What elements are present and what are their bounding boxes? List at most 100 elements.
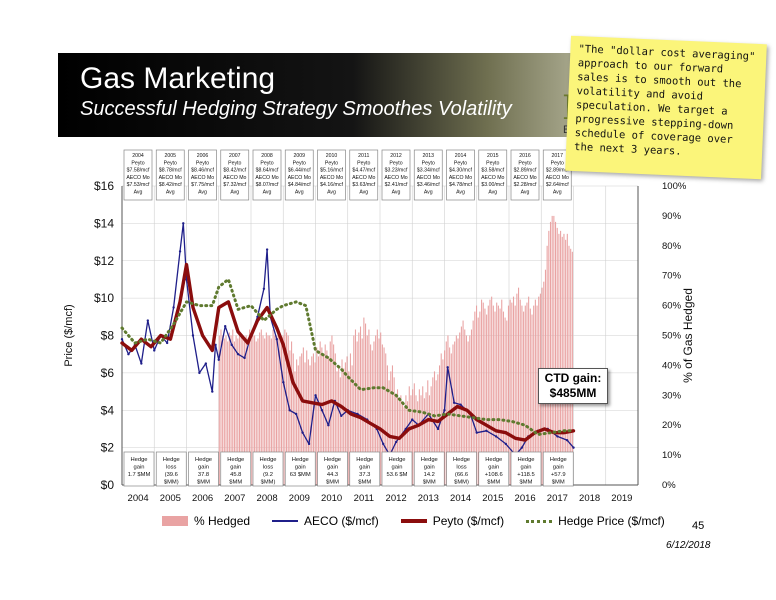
aeco-point [475, 431, 478, 434]
hedged-bar [254, 335, 256, 485]
aeco-point [485, 429, 488, 433]
aeco-point [265, 248, 269, 251]
hedged-bar [363, 317, 365, 485]
hedged-bar [366, 335, 368, 485]
header-box-text: 2013 [422, 153, 434, 159]
aeco-point [382, 442, 385, 446]
header-box-text: Peyto [486, 160, 499, 166]
header-box-text: Avg [521, 190, 530, 196]
footer-box-text: $MM [326, 480, 339, 486]
x-tick-label: 2006 [192, 493, 213, 504]
legend-item-aeco: AECO ($/mcf) [272, 514, 379, 528]
hedged-bar [528, 296, 530, 485]
hedged-bar [277, 332, 279, 485]
header-box-text: Peyto [422, 160, 435, 166]
header-box-text: 2007 [229, 153, 241, 159]
legend-label-hedge-price: Hedge Price ($/mcf) [558, 514, 665, 528]
aeco-point [294, 412, 298, 416]
hedged-bar [521, 305, 523, 485]
header-box-text: AECO Mo [223, 175, 246, 181]
hedged-bar [450, 353, 452, 485]
hedged-bar [455, 335, 457, 485]
x-tick-label: 2016 [515, 493, 536, 504]
hedged-bar [250, 332, 252, 485]
hedged-bar [407, 401, 409, 485]
footer-box-text: Hedge [227, 457, 244, 463]
hedged-bar [380, 332, 382, 485]
hedged-bar [296, 359, 298, 485]
footer-box-text: 14.2 [424, 472, 435, 478]
hedged-bar [255, 341, 257, 485]
hedged-bar [242, 335, 244, 485]
aeco-point [182, 222, 185, 225]
y-tick-label: $0 [101, 478, 115, 492]
header-box [123, 149, 153, 201]
hedged-bar [386, 365, 388, 485]
header-box-text: AECO Mo [384, 175, 407, 181]
hedged-bar [514, 305, 516, 485]
aeco-point [282, 381, 285, 384]
footer-box-text: 37.8 [198, 472, 209, 478]
hedged-bar [497, 305, 499, 485]
hedged-bar [388, 380, 390, 485]
x-tick-label: 2004 [128, 493, 149, 504]
header-box-text: Avg [134, 190, 143, 196]
footer-box-text: $MM) [261, 480, 276, 486]
header-box-text: Avg [392, 190, 401, 196]
y2-tick-label: 20% [662, 420, 682, 431]
footer-box [542, 451, 574, 487]
hedged-bar [348, 371, 350, 485]
header-box-text: $2.28/mcf [514, 182, 537, 188]
hedged-bar [270, 338, 272, 485]
aeco-point [443, 409, 446, 412]
footer-box-text: loss [166, 465, 176, 471]
header-box-text: Peyto [357, 160, 370, 166]
header-box-text: Peyto [260, 160, 273, 166]
header-box-text: Avg [553, 190, 562, 196]
hedged-bar [383, 347, 385, 485]
aeco-point [572, 446, 575, 449]
footer-box [349, 451, 381, 487]
hedged-bar [415, 395, 417, 485]
header-box-text: $7.32/mcf [223, 182, 246, 188]
footer-box-text: $MM [487, 480, 500, 486]
hedged-bar [264, 338, 266, 485]
footer-box-text: gain [295, 465, 306, 471]
aeco-point [153, 349, 156, 352]
header-box-text: AECO Mo [191, 175, 214, 181]
hedged-bar [309, 365, 311, 485]
y-axis-title: Price ($/mcf) [63, 304, 75, 366]
hedged-bar [230, 335, 232, 485]
header-box-text: Avg [359, 190, 368, 196]
hedged-bar [304, 362, 306, 485]
header-box-text: $8.42/mcf [159, 182, 182, 188]
footer-box-text: Hedge [163, 457, 180, 463]
hedged-bar [412, 389, 414, 485]
header-box-text: Avg [488, 190, 497, 196]
hedged-bar [341, 359, 343, 485]
hedged-bar [375, 335, 377, 485]
hedged-bar [551, 215, 553, 485]
hedged-bar [328, 356, 330, 485]
aeco-point [146, 319, 149, 322]
header-box-text: AECO Mo [352, 175, 375, 181]
header-box [446, 149, 475, 201]
y-tick-label: $8 [101, 329, 115, 343]
header-box-text: $5.16/mcf [320, 168, 343, 174]
footer-box [123, 451, 155, 487]
x-tick-label: 2008 [257, 493, 278, 504]
hedged-bar [491, 296, 493, 485]
hedged-bar [534, 299, 536, 485]
footer-box-text: $MM [423, 480, 436, 486]
hedged-bar [405, 395, 407, 485]
hedged-bar [507, 305, 510, 485]
hedged-bar [291, 341, 293, 485]
title-banner [58, 53, 594, 137]
aeco-point [565, 438, 569, 442]
header-box-text: $8.07/mcf [256, 182, 279, 188]
peyto-line [120, 262, 576, 442]
hedged-bar [289, 350, 291, 485]
header-box-text: 2017 [551, 153, 563, 159]
footer-box-text: Hedge [485, 457, 502, 463]
header-box [188, 149, 217, 201]
